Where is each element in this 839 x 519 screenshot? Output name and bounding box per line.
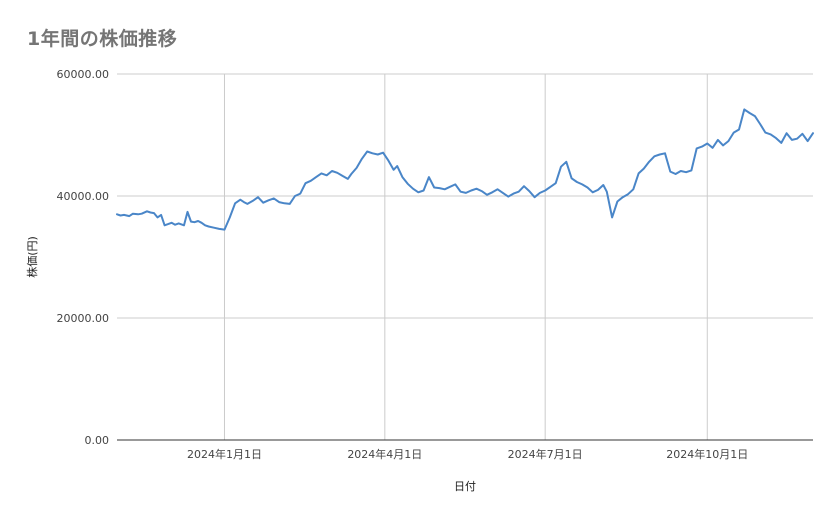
gridlines — [117, 73, 813, 440]
series-line — [116, 108, 814, 231]
chart-title: 1年間の株価推移 — [27, 28, 178, 50]
y-axis-ticks: 0.00 20000.00 40000.00 60000.00 — [57, 68, 110, 447]
x-axis-title: 日付 — [454, 480, 476, 493]
x-tick-label: 2024年4月1日 — [347, 447, 422, 461]
x-tick-label: 2024年7月1日 — [508, 447, 583, 461]
x-tick-label: 2024年10月1日 — [666, 447, 748, 461]
y-axis-title: 株価(円) — [25, 236, 39, 278]
y-tick-label: 40000.00 — [57, 190, 110, 203]
x-tick-label: 2024年1月1日 — [187, 447, 262, 461]
y-tick-label: 0.00 — [85, 434, 110, 447]
series-layer — [116, 108, 814, 231]
x-axis-ticks: 2024年1月1日 2024年4月1日 2024年7月1日 2024年10月1日 — [187, 447, 748, 461]
y-tick-label: 60000.00 — [57, 68, 110, 81]
y-tick-label: 20000.00 — [57, 312, 110, 325]
